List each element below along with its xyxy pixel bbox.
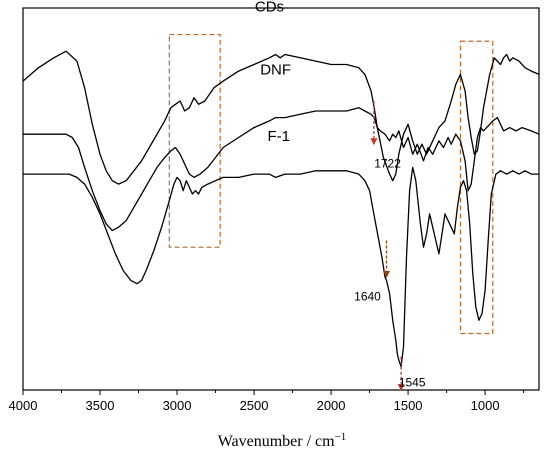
series-lines bbox=[22, 50, 540, 368]
plot-frame bbox=[22, 7, 540, 391]
annotation-label-1640: 1640 bbox=[354, 289, 381, 303]
series-label-dnf: DNF bbox=[260, 61, 291, 78]
x-axis-title: Wavenumber / cm−1 bbox=[218, 431, 347, 450]
series-line-f-1 bbox=[23, 166, 539, 368]
annotation-label-1722: 1722 bbox=[374, 156, 401, 170]
x-tick-label-2500: 2500 bbox=[240, 398, 269, 413]
series-label-f-1: F-1 bbox=[267, 128, 290, 145]
annotation-arrowhead-1722 bbox=[370, 138, 378, 146]
x-tick-label-2000: 2000 bbox=[317, 398, 346, 413]
series-line-cds bbox=[22, 50, 540, 185]
series-labels: CDs DNF F-1 bbox=[255, 0, 291, 145]
x-tick-label-3000: 3000 bbox=[163, 398, 192, 413]
annotation-label-1545: 1545 bbox=[399, 376, 426, 390]
x-tick-label-3500: 3500 bbox=[86, 398, 115, 413]
x-tick-label-4000: 4000 bbox=[9, 398, 38, 413]
series-line-dnf bbox=[23, 107, 540, 232]
x-axis-title-text: Wavenumber / cm bbox=[218, 433, 335, 450]
highlight-boxes bbox=[168, 33, 494, 335]
x-tick-label-1500: 1500 bbox=[394, 398, 423, 413]
annotation-arrowhead-1640 bbox=[383, 271, 391, 279]
x-tick-label-1000: 1000 bbox=[471, 398, 500, 413]
x-axis-title-superscript: −1 bbox=[335, 431, 347, 443]
highlight-box-1 bbox=[168, 33, 221, 248]
x-axis-ticks: 4000 3500 3000 2500 2000 1500 1000 bbox=[9, 390, 525, 413]
peak-annotations: 1722 1640 1545 bbox=[354, 101, 426, 391]
series-label-cds: CDs bbox=[255, 0, 284, 15]
annotation-arrowhead-1545 bbox=[397, 384, 405, 391]
